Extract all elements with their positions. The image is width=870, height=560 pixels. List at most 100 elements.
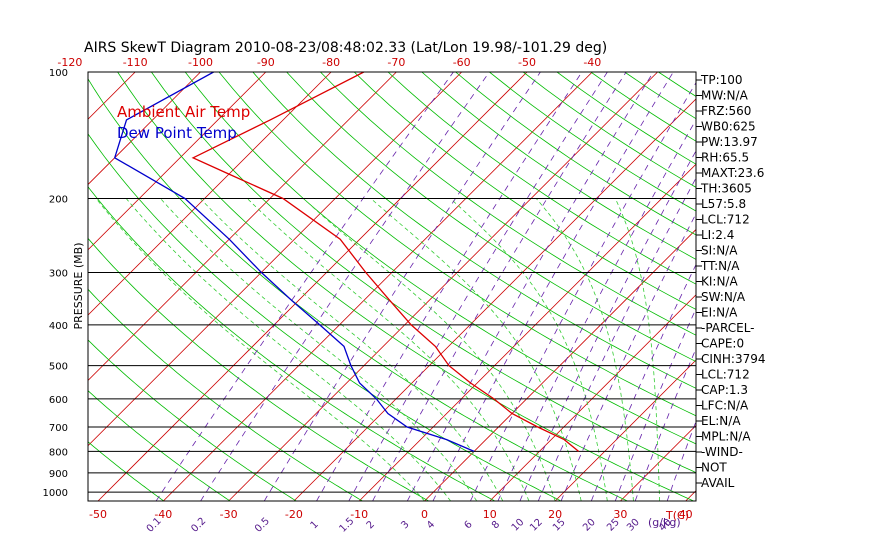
- dry-adiabat-line: [88, 78, 628, 501]
- dry-adiabat-line: [286, 72, 696, 363]
- index-label: MW:N/A: [701, 89, 749, 103]
- mixing-ratio-line: [590, 263, 696, 501]
- plot-frame: [87, 71, 697, 502]
- dry-adiabat-line: [88, 133, 562, 501]
- bottom-temp-tick-label: -40: [154, 508, 172, 521]
- bottom-temp-tick-label: -10: [350, 508, 368, 521]
- index-label: LCL:712: [701, 213, 750, 227]
- top-temp-tick-label: -90: [257, 56, 275, 69]
- mixing-ratio-line: [348, 72, 608, 501]
- index-label: CAPE:0: [701, 337, 744, 351]
- mixing-ratio-tick-label: 1: [309, 519, 321, 531]
- moist-adiabat-line: [303, 198, 556, 501]
- pressure-tick-label: 400: [49, 321, 68, 332]
- pressure-tick-label: 900: [49, 469, 68, 480]
- isotherm-line: [88, 72, 332, 316]
- legend-air-temp: Ambient Air Temp: [117, 103, 250, 121]
- isotherm-line: [88, 72, 136, 120]
- isotherm-line: [293, 98, 696, 501]
- mixing-ratio-tick-label: 30: [625, 517, 642, 534]
- pressure-tick-label: 500: [49, 362, 68, 373]
- top-temp-tick-label: -60: [453, 56, 471, 69]
- dry-adiabat-line: [184, 72, 696, 445]
- dry-adiabat-line: [489, 72, 696, 212]
- legend-dew-point: Dew Point Temp: [117, 124, 237, 142]
- mixing-ratio-tick-label: 8: [490, 519, 502, 531]
- isotherm-line: [0, 72, 5, 501]
- isotherm-line: [97, 72, 528, 501]
- index-label: CINH:3794: [701, 352, 766, 366]
- dry-adiabat-line: [455, 72, 696, 236]
- isotherm-line: [88, 72, 462, 447]
- moist-adiabat-line: [614, 198, 660, 501]
- top-temp-tick-label: -40: [583, 56, 601, 69]
- dry-adiabat-line: [88, 186, 496, 501]
- pressure-tick-label: 600: [49, 395, 68, 406]
- mixing-ratio-tick-label: 20: [581, 517, 598, 534]
- mixing-ratio-tick-label: 4: [425, 519, 437, 531]
- bottom-temp-tick-label: -20: [285, 508, 303, 521]
- dry-adiabat-line: [88, 237, 429, 501]
- isotherm-line: [228, 72, 658, 501]
- bottom-temp-tick-label: -30: [220, 508, 238, 521]
- y-axis-label: PRESSURE (MB): [72, 243, 85, 330]
- bottom-temp-tick-label: -50: [89, 508, 107, 521]
- profile-series: [113, 72, 580, 452]
- pressure-tick-label: 100: [49, 68, 68, 79]
- top-temp-tick-label: -80: [322, 56, 340, 69]
- mixing-ratio-tick-label: 0.5: [253, 516, 272, 535]
- index-label: LFC:N/A: [701, 399, 749, 413]
- index-label: -WIND-: [701, 445, 743, 459]
- dry-adiabat-line: [252, 72, 696, 389]
- index-label: CAP:1.3: [701, 383, 748, 397]
- air-temp-line: [191, 72, 580, 452]
- isotherm-line: [620, 424, 696, 501]
- mixing-ratio-line: [497, 119, 696, 501]
- bottom-temp-tick-label: 30: [613, 508, 627, 521]
- index-label: TT:N/A: [700, 259, 740, 273]
- top-temp-tick-label: -120: [57, 56, 82, 69]
- index-label: WB0:625: [701, 120, 756, 134]
- dry-adiabat-line: [88, 339, 297, 501]
- mixing-ratio-tick-label: 10: [510, 517, 527, 534]
- bottom-temp-tick-label: 20: [548, 508, 562, 521]
- isotherm-line: [751, 72, 870, 501]
- index-label: SW:N/A: [701, 290, 746, 304]
- index-label: PW:13.97: [701, 135, 758, 149]
- top-temp-tick-label: -50: [518, 56, 536, 69]
- index-label: SI:N/A: [701, 244, 738, 258]
- moist-adiabat-line: [95, 198, 425, 501]
- isotherm-line: [816, 72, 870, 501]
- isotherm-line: [88, 72, 201, 186]
- mixing-ratio-line: [316, 72, 583, 501]
- mixing-ratio-line: [432, 72, 674, 501]
- dry-adiabat-line: [151, 72, 696, 474]
- index-label: -PARCEL-: [701, 321, 755, 335]
- mixing-ratio-line: [372, 72, 627, 501]
- moist-adiabat-line: [200, 198, 504, 501]
- index-label: EI:N/A: [701, 306, 738, 320]
- top-temp-tick-label: -110: [123, 56, 148, 69]
- mixing-ratio-tick-label: 3: [399, 519, 411, 531]
- moist-adiabat-line: [370, 198, 582, 501]
- x-axis-label: T(C): [665, 509, 689, 522]
- mixing-ratio-tick-label: 6: [462, 519, 474, 531]
- isotherm-line: [0, 72, 70, 501]
- mixing-ratio-line: [470, 81, 696, 501]
- top-temp-tick-label: -70: [387, 56, 405, 69]
- index-label: LCL:712: [701, 368, 750, 382]
- mixing-ratio-unit: (g/kg): [648, 516, 681, 529]
- isotherm-line: [554, 359, 696, 501]
- index-label: EL:N/A: [701, 414, 741, 428]
- bottom-temp-tick-label: 0: [421, 508, 428, 521]
- index-label: L57:5.8: [701, 197, 746, 211]
- index-label: RH:65.5: [701, 151, 749, 165]
- pressure-tick-label: 1000: [43, 488, 68, 499]
- pressure-tick-label: 300: [49, 268, 68, 279]
- pressure-tick-label: 800: [49, 447, 68, 458]
- pressure-tick-label: 200: [49, 194, 68, 205]
- pressure-tick-label: 700: [49, 423, 68, 434]
- chart-title: AIRS SkewT Diagram 2010-08-23/08:48:02.3…: [84, 40, 607, 56]
- top-temp-tick-label: -100: [188, 56, 213, 69]
